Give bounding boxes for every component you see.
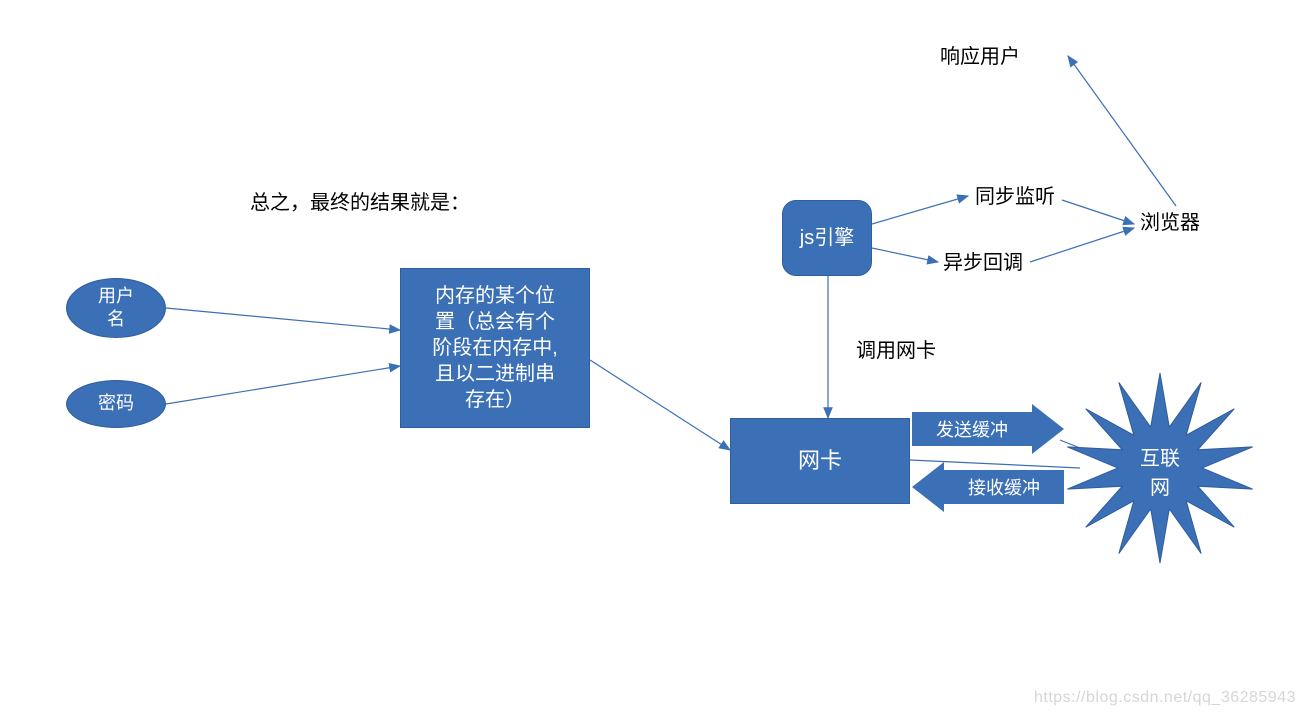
arrow-send-buffer: 发送缓冲 <box>912 404 1064 454</box>
label-sync-listen: 同步监听 <box>975 184 1055 210</box>
edges-layer <box>0 0 1316 717</box>
label-respond-user: 响应用户 <box>940 44 1020 70</box>
diagram-title: 总之，最终的结果就是： <box>250 190 470 216</box>
watermark: https://blog.csdn.net/qq_36285943 <box>1034 689 1296 707</box>
node-internet-label: 互联 网 <box>1130 442 1190 500</box>
node-memory: 内存的某个位 置（总会有个 阶段在内存中, 且以二进制串 存在） <box>400 268 590 428</box>
node-js-engine: js引擎 <box>782 200 872 276</box>
label-async-callback: 异步回调 <box>943 250 1023 276</box>
arrow-send-label: 发送缓冲 <box>912 412 1032 446</box>
label-browser: 浏览器 <box>1140 210 1200 236</box>
diagram-canvas: 总之，最终的结果就是： 用户 名 密码 内存的某个位 置（总会有个 阶段在内存中… <box>0 0 1316 717</box>
arrow-recv-label: 接收缓冲 <box>944 470 1064 504</box>
label-call-nic: 调用网卡 <box>856 338 936 364</box>
node-nic: 网卡 <box>730 418 910 504</box>
arrow-recv-buffer: 接收缓冲 <box>912 462 1064 512</box>
node-username: 用户 名 <box>66 278 166 338</box>
node-password: 密码 <box>66 380 166 428</box>
